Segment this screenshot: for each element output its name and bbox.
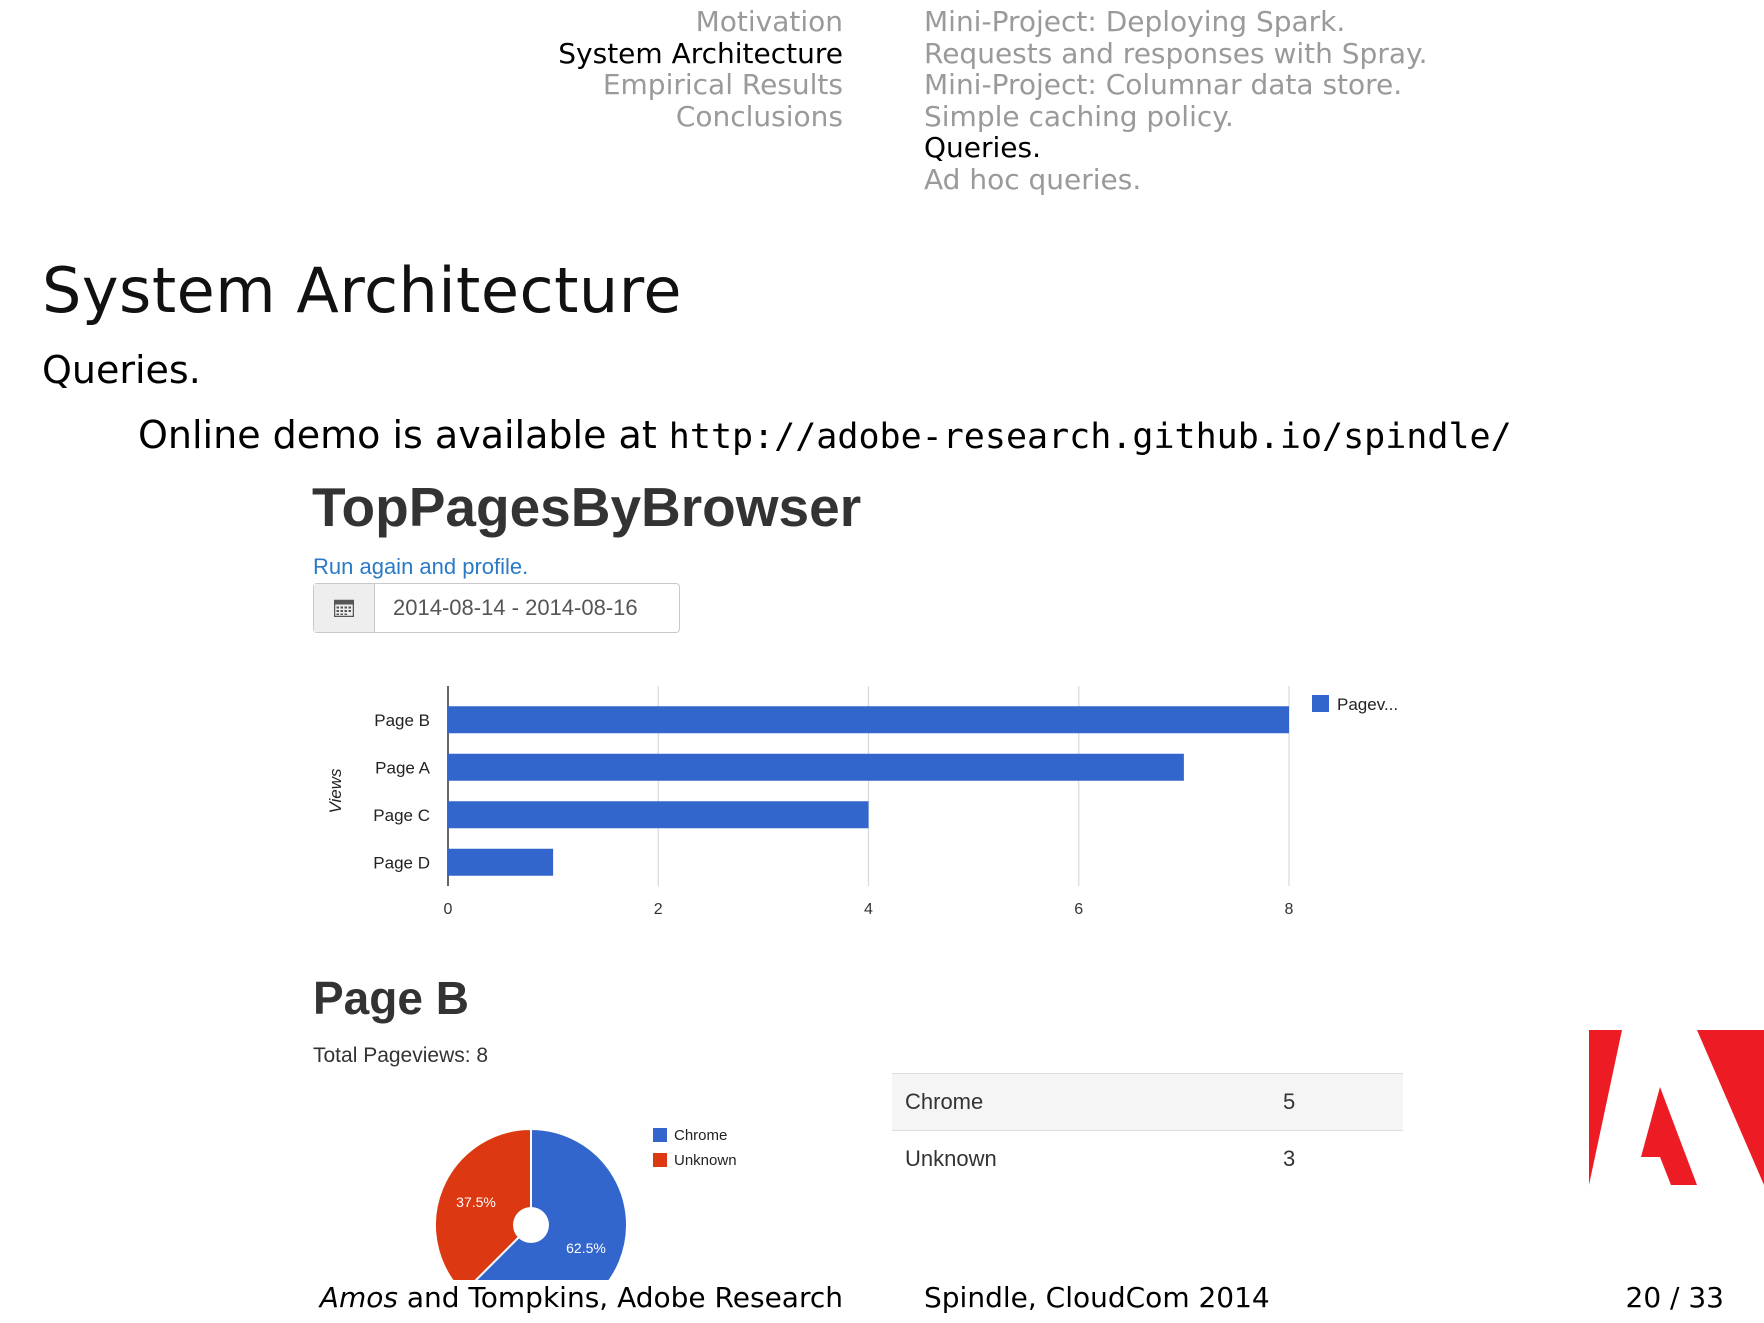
table-row: Unknown 3 (892, 1131, 1403, 1188)
table-row: Chrome 5 (892, 1073, 1403, 1131)
y-tick-label: Page D (373, 853, 430, 872)
footer-page-number: 20 / 33 (1625, 1281, 1725, 1314)
date-range-picker[interactable]: 2014-08-14 - 2014-08-16 (313, 583, 680, 633)
total-pageviews: Total Pageviews: 8 (313, 1044, 489, 1067)
nav-section-empirical-results[interactable]: Empirical Results (602, 68, 843, 101)
bar (448, 848, 554, 876)
bar (448, 753, 1184, 781)
x-tick-label: 2 (654, 901, 663, 918)
subsection-nav: Mini-Project: Deploying Spark. Requests … (924, 6, 1427, 195)
date-range-value[interactable]: 2014-08-14 - 2014-08-16 (393, 595, 638, 620)
y-axis-title: Views (326, 768, 345, 814)
legend-swatch (653, 1153, 667, 1167)
adobe-logo (1589, 1030, 1764, 1185)
browser-name: Chrome (905, 1089, 984, 1114)
nav-section-conclusions[interactable]: Conclusions (675, 99, 843, 133)
browser-name: Unknown (905, 1146, 997, 1171)
browser-count: 5 (1283, 1089, 1296, 1114)
nav-subsection-deploying-spark[interactable]: Mini-Project: Deploying Spark. (924, 5, 1346, 38)
pie-slice-label: 62.5% (566, 1240, 606, 1256)
demo-url-link[interactable]: http://adobe-research.github.io/spindle/ (668, 417, 1512, 457)
x-tick-label: 6 (1074, 901, 1083, 918)
nav-section-system-architecture[interactable]: System Architecture (558, 36, 843, 70)
bar (448, 706, 1289, 734)
footer-author-rest: and Tompkins, Adobe Research (397, 1281, 843, 1314)
pageviews-bar-chart: 0 2 4 6 8 Page B Page A Page C Page D Views Pagev.… (326, 686, 1398, 918)
legend-swatch (1312, 695, 1329, 712)
section-nav: Motivation System Architecture Empirical… (0, 6, 843, 132)
bar (448, 801, 869, 829)
footer-author-italic: Amos (319, 1281, 398, 1314)
nav-subsection-caching[interactable]: Simple caching policy. (924, 99, 1234, 133)
donut-hole (513, 1207, 549, 1243)
page-detail-title: Page B (313, 972, 469, 1024)
browser-count: 3 (1283, 1146, 1296, 1171)
legend-label: Chrome (674, 1127, 727, 1144)
frame-subtitle: Queries. (42, 348, 201, 392)
legend-label: Pagev... (1337, 695, 1398, 714)
footer-author: Amos and Tompkins, Adobe Research (0, 1282, 843, 1314)
y-tick-label: Page A (375, 758, 430, 777)
nav-section-motivation[interactable]: Motivation (695, 5, 843, 38)
nav-subsection-queries[interactable]: Queries. (924, 131, 1042, 164)
legend-swatch (653, 1128, 667, 1142)
pie-slice (434, 1127, 532, 1280)
x-tick-label: 4 (864, 901, 873, 918)
pie-slice-label: 37.5% (456, 1194, 496, 1210)
nav-subsection-columnar-store[interactable]: Mini-Project: Columnar data store. (924, 68, 1403, 101)
footer-conference: Spindle, CloudCom 2014 (924, 1281, 1270, 1314)
nav-subsection-adhoc[interactable]: Ad hoc queries. (924, 162, 1142, 196)
app-title: TopPagesByBrowser (312, 476, 862, 538)
browser-pie-chart: 62.5% 37.5% Chrome Unknown (434, 1127, 737, 1280)
demo-line: Online demo is available at http://adobe… (138, 412, 1512, 460)
run-again-link[interactable]: Run again and profile. (313, 554, 529, 579)
legend-label: Unknown (674, 1152, 737, 1169)
frame-title: System Architecture (42, 254, 682, 327)
demo-prefix: Online demo is available at (138, 413, 669, 457)
pie-slice (474, 1127, 628, 1280)
browser-table: Chrome 5 Unknown 3 (892, 1073, 1403, 1187)
y-tick-label: Page C (373, 806, 430, 825)
x-tick-label: 8 (1285, 901, 1294, 918)
y-tick-label: Page B (374, 711, 430, 730)
nav-subsection-spray[interactable]: Requests and responses with Spray. (924, 36, 1428, 70)
x-tick-label: 0 (444, 901, 453, 918)
calendar-icon[interactable] (314, 584, 375, 632)
